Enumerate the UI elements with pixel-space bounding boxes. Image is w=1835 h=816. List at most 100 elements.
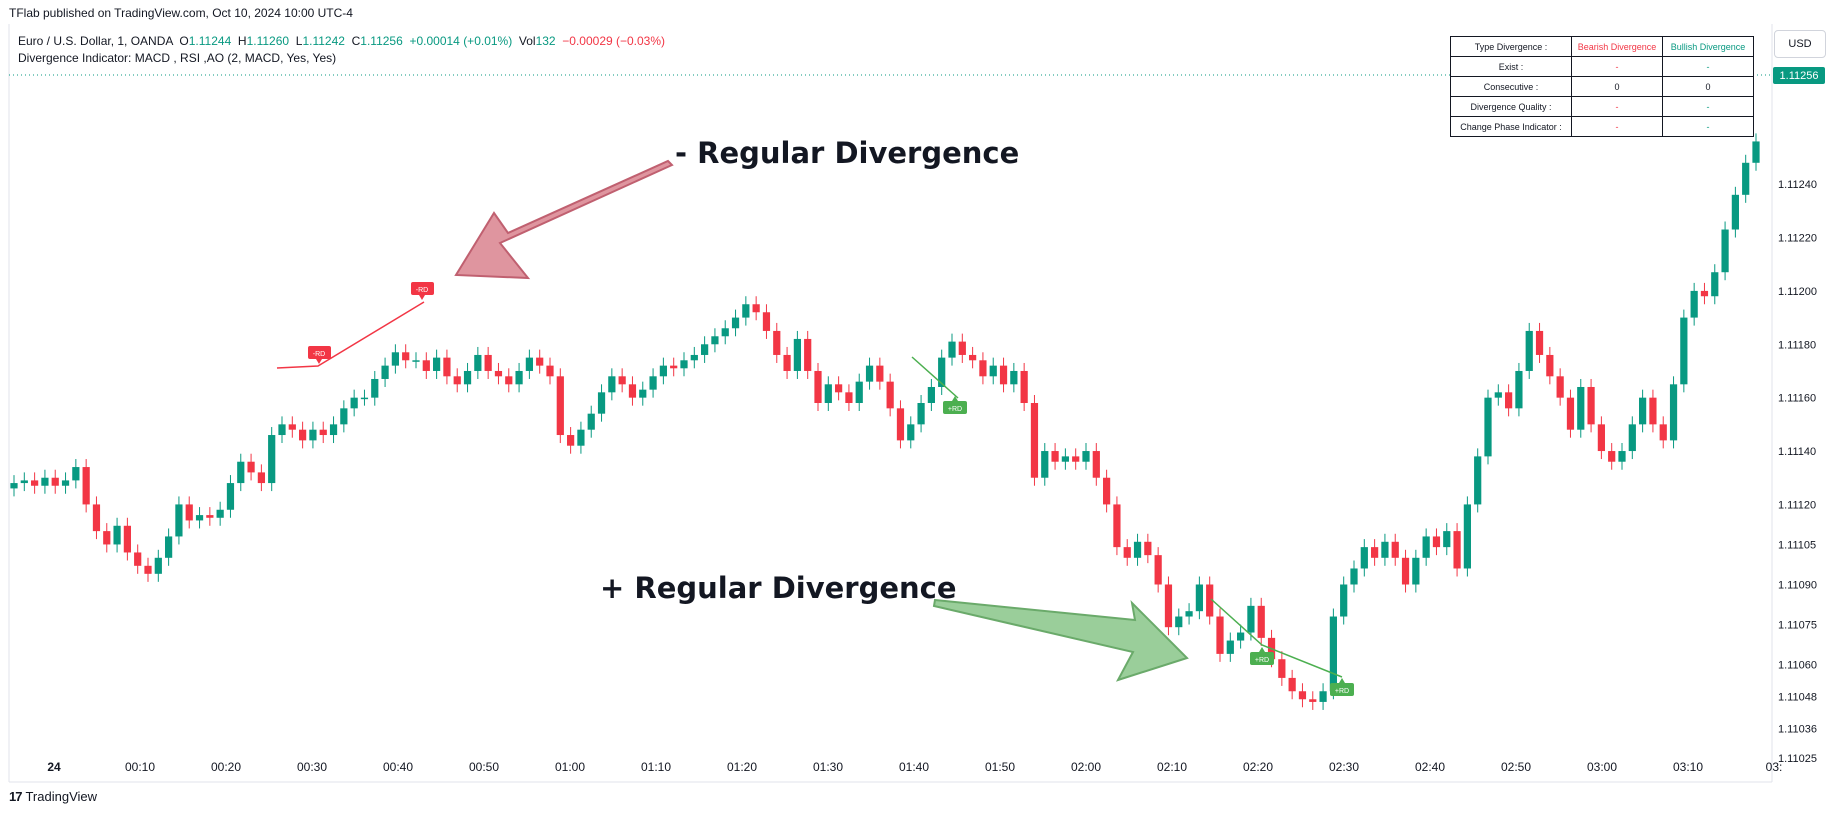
- x-tick-label: 01:30: [813, 760, 843, 774]
- bearish-value: -: [1571, 96, 1663, 117]
- candle-body: [525, 357, 533, 371]
- x-tick-label: 03:10: [1673, 760, 1703, 774]
- candle-body: [1381, 541, 1389, 558]
- candle-body: [670, 365, 678, 369]
- candle-body: [958, 341, 966, 355]
- candle-body: [1288, 677, 1296, 692]
- candle-body: [1546, 354, 1554, 377]
- candle-body: [1144, 541, 1152, 556]
- x-tick-label: 00:20: [211, 760, 241, 774]
- table-row: Change Phase Indicator : - -: [1450, 116, 1754, 137]
- candle-body: [1175, 616, 1183, 628]
- candle-body: [608, 376, 616, 393]
- candle-body: [474, 354, 482, 371]
- bullish-divergence-line-2: [1210, 598, 1343, 678]
- candle-body: [165, 536, 173, 558]
- publisher-line: TFlab published on TradingView.com, Oct …: [9, 6, 353, 20]
- candle-body: [896, 408, 905, 441]
- bullish-value: -: [1662, 116, 1754, 137]
- table-header-bullish: Bullish Divergence: [1662, 36, 1754, 57]
- candle-body: [1659, 424, 1667, 441]
- candle-body: [433, 357, 441, 371]
- candle-body: [144, 565, 152, 574]
- candle-body: [1618, 451, 1626, 462]
- candle-body: [10, 483, 18, 489]
- candle-body: [1639, 397, 1647, 425]
- candle-body: [1237, 632, 1245, 641]
- candle-body: [1195, 584, 1203, 612]
- candle-body: [319, 429, 327, 436]
- candle-body: [1216, 616, 1224, 654]
- x-tick-label: 00:30: [297, 760, 327, 774]
- candle-body: [61, 480, 70, 486]
- candle-body: [1123, 547, 1131, 558]
- candle-body: [731, 317, 740, 329]
- x-tick-label: 00:10: [125, 760, 155, 774]
- candle-body: [20, 480, 28, 484]
- candle-body: [567, 435, 575, 446]
- candle-body: [216, 509, 224, 518]
- open-value: 1.11244: [188, 34, 232, 48]
- candle-body: [41, 477, 49, 486]
- candle-body: [701, 344, 709, 355]
- bear-tag-1-text: -RD: [313, 351, 325, 358]
- candle-body: [1401, 557, 1410, 585]
- x-tick-label: 03:: [1766, 760, 1783, 774]
- symbol-name[interactable]: Euro / U.S. Dollar, 1, OANDA: [18, 34, 173, 48]
- change-value: +0.00014 (+0.01%): [409, 34, 513, 48]
- footer-logo[interactable]: 17 TradingView: [9, 789, 97, 804]
- x-tick-label: 02:50: [1501, 760, 1531, 774]
- candle-body: [1278, 659, 1286, 678]
- bearish-value: 0: [1571, 76, 1663, 97]
- candle-body: [113, 525, 121, 545]
- candle-body: [886, 381, 894, 409]
- candle-body: [299, 429, 307, 441]
- bullish-value: -: [1662, 96, 1754, 117]
- candle-body: [938, 357, 946, 387]
- close-label: C: [351, 34, 361, 48]
- y-tick-label: 1.11036: [1778, 724, 1817, 736]
- high-label: H: [237, 34, 247, 48]
- x-tick-label: 02:20: [1243, 760, 1273, 774]
- candle-body: [1298, 691, 1307, 700]
- candle-body: [721, 328, 729, 337]
- candle-body: [1649, 397, 1657, 425]
- bearish-value: -: [1571, 116, 1663, 137]
- time-axis: 24 00:10 00:20 00:30 00:40 00:50 01:00 01:10 01:…: [47, 760, 1782, 774]
- y-tick-label: 1.11240: [1778, 179, 1817, 191]
- candle-body: [762, 312, 771, 331]
- candle-body: [969, 354, 977, 361]
- indicator-legend[interactable]: Divergence Indicator: MACD , RSI ,AO (2,…: [18, 51, 337, 65]
- candle-body: [1731, 194, 1739, 230]
- candle-body: [690, 354, 698, 361]
- bearish-divergence-line: [276, 301, 425, 369]
- candle-body: [185, 504, 193, 521]
- candle-body: [1587, 386, 1595, 425]
- candle-body: [927, 386, 935, 403]
- candle-body: [1391, 541, 1399, 558]
- candle-body: [72, 467, 80, 481]
- candle-body: [391, 352, 399, 366]
- candle-body: [247, 461, 255, 473]
- x-tick-label: 01:20: [727, 760, 757, 774]
- candle-body: [1443, 531, 1451, 548]
- table-header-bearish: Bearish Divergence: [1571, 36, 1663, 57]
- x-tick-label: 03:00: [1587, 760, 1617, 774]
- candle-body: [154, 557, 162, 574]
- candle-body: [1721, 229, 1729, 273]
- y-tick-label: 1.11200: [1778, 286, 1817, 298]
- row-label: Change Phase Indicator :: [1450, 116, 1572, 137]
- candle-body: [999, 365, 1008, 385]
- currency-button[interactable]: USD: [1774, 30, 1826, 58]
- candle-body: [1072, 456, 1080, 462]
- candle-body: [1185, 611, 1193, 617]
- candle-body: [1597, 424, 1605, 452]
- candles-group: [10, 133, 1760, 710]
- candle-body: [1505, 392, 1513, 409]
- y-tick-label: 1.11048: [1778, 692, 1817, 704]
- x-tick-label: 00:50: [469, 760, 499, 774]
- candle-body: [1226, 640, 1234, 654]
- candle-body: [288, 424, 296, 430]
- candle-body: [1412, 557, 1420, 585]
